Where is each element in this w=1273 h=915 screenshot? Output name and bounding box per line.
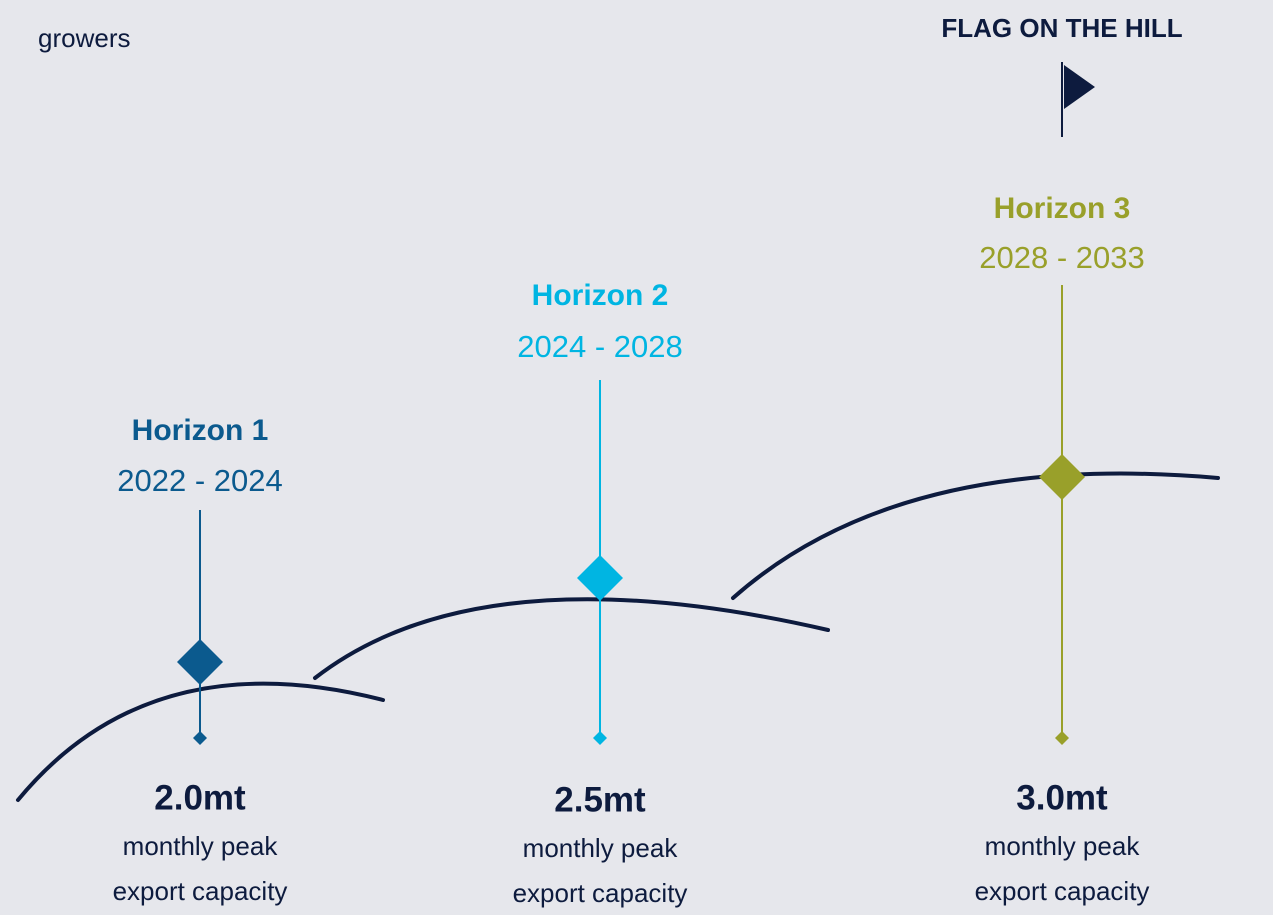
capacity-description: export capacity xyxy=(975,876,1150,906)
hill-arc xyxy=(16,681,385,802)
horizon-title: Horizon 1 xyxy=(132,414,269,447)
horizon-years: 2028 - 2033 xyxy=(979,240,1144,275)
horizon-title: Horizon 3 xyxy=(994,192,1131,225)
end-marker xyxy=(1055,731,1069,745)
horizon-title: Horizon 2 xyxy=(532,279,669,312)
capacity-description: export capacity xyxy=(513,878,688,908)
header-text: growers xyxy=(38,23,130,53)
capacity-value: 2.5mt xyxy=(554,780,646,819)
horizon-years: 2022 - 2024 xyxy=(117,463,282,498)
horizon-marker xyxy=(1039,454,1085,500)
capacity-description: export capacity xyxy=(113,876,288,906)
capacity-description: monthly peak xyxy=(985,831,1141,861)
horizons: Horizon 1 2022 - 2024 2.0mt monthly peak exp… xyxy=(113,192,1150,908)
horizon-marker xyxy=(577,555,623,601)
capacity-value: 3.0mt xyxy=(1016,778,1108,817)
flag xyxy=(1064,65,1095,109)
horizon-marker xyxy=(177,639,223,685)
horizon-years: 2024 - 2028 xyxy=(517,329,682,364)
hill-arc xyxy=(313,597,830,680)
hill-arc xyxy=(731,471,1220,600)
end-marker xyxy=(193,731,207,745)
capacity-value: 2.0mt xyxy=(154,778,246,817)
capacity-description: monthly peak xyxy=(123,831,279,861)
flag-label: FLAG ON THE HILL xyxy=(941,13,1182,43)
capacity-description: monthly peak xyxy=(523,833,679,863)
end-marker xyxy=(593,731,607,745)
